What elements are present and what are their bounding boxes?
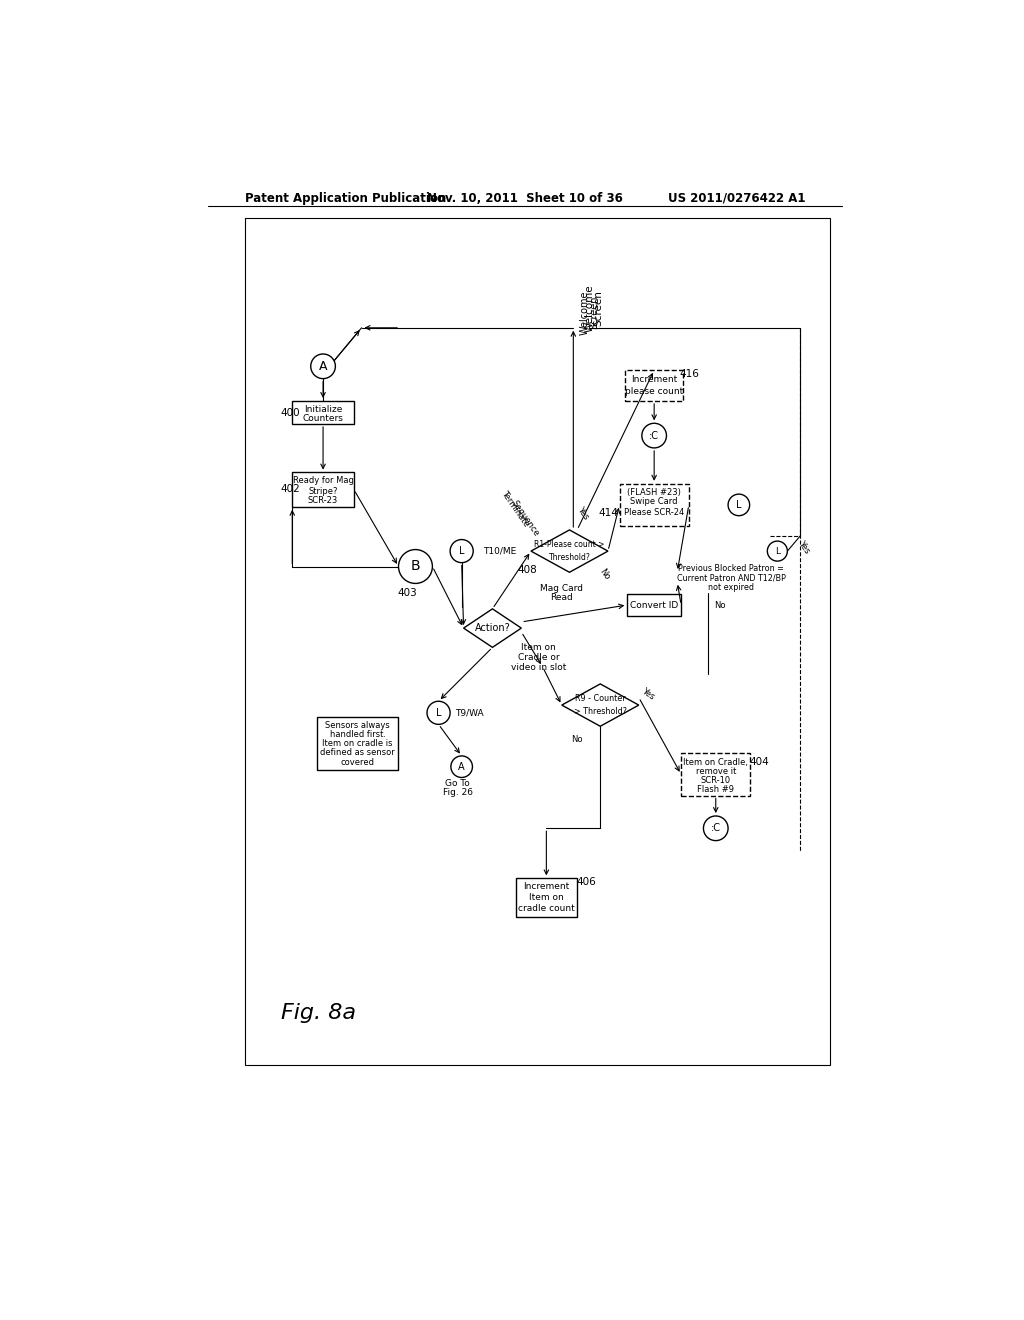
Text: A: A [318,360,328,372]
Text: Mag Card: Mag Card [541,583,584,593]
Text: Threshold?: Threshold? [549,553,591,562]
Text: Item on cradle is: Item on cradle is [323,739,393,748]
Text: Flash #9: Flash #9 [697,785,734,795]
Text: Item on Cradle,: Item on Cradle, [683,758,749,767]
Text: Welcome: Welcome [580,290,590,335]
Text: Swipe Card: Swipe Card [631,498,678,507]
Text: Previous Blocked Patron =: Previous Blocked Patron = [678,565,784,573]
Text: L: L [736,500,741,510]
Text: Increment: Increment [523,882,569,891]
Text: Increment: Increment [631,375,677,384]
Text: R9 - Counter: R9 - Counter [574,694,626,704]
Text: Sequence: Sequence [509,499,541,539]
Text: :C: :C [711,824,721,833]
Text: > Threshold?: > Threshold? [573,706,627,715]
Text: B: B [411,560,420,573]
Bar [620,483,689,527]
Polygon shape [464,609,521,647]
Text: 400: 400 [281,408,300,417]
Text: L: L [459,546,465,556]
Text: 403: 403 [398,589,418,598]
Text: Nov. 10, 2011  Sheet 10 of 36: Nov. 10, 2011 Sheet 10 of 36 [427,191,623,205]
Text: remove it: remove it [695,767,736,776]
Bar [515,878,578,917]
Text: No: No [714,601,725,610]
Text: Go To: Go To [445,779,470,788]
Text: (FLASH #23): (FLASH #23) [628,488,681,498]
Circle shape [451,756,472,777]
Circle shape [703,816,728,841]
Text: 408: 408 [517,565,537,576]
Text: please count: please count [625,387,683,396]
Text: 404: 404 [749,758,769,767]
Text: 414: 414 [598,508,617,517]
Text: 402: 402 [281,484,300,495]
Text: Initialize: Initialize [304,405,342,414]
Text: Terminate: Terminate [500,490,531,528]
Bar [292,401,354,424]
Bar [626,370,683,401]
Text: R1-Please count >: R1-Please count > [535,540,604,549]
Circle shape [728,494,750,516]
Circle shape [398,549,432,583]
Text: Patent Application Publication: Patent Application Publication [245,191,445,205]
Circle shape [767,541,787,561]
Bar [628,594,681,615]
Text: No: No [571,735,583,744]
Text: Screen: Screen [589,296,599,329]
Circle shape [427,701,451,725]
Text: No: No [597,566,611,582]
Text: Cradle or: Cradle or [518,653,559,661]
Polygon shape [562,684,639,726]
Text: video in slot: video in slot [511,663,566,672]
Text: Convert ID: Convert ID [630,601,678,610]
Text: T10/ME: T10/ME [483,546,516,556]
Text: cradle count: cradle count [518,904,574,913]
Text: Item on: Item on [521,643,556,652]
Text: Yes: Yes [640,686,656,701]
Text: Screen: Screen [594,290,604,326]
Text: US 2011/0276422 A1: US 2011/0276422 A1 [668,191,805,205]
Text: defined as sensor: defined as sensor [321,748,395,758]
Text: :C: :C [649,430,659,441]
Text: 406: 406 [577,878,596,887]
Text: SCR-23: SCR-23 [308,496,338,504]
Text: T9/WA: T9/WA [456,709,484,717]
Text: handled first.: handled first. [330,730,386,739]
Text: 416: 416 [680,370,699,379]
Text: Item on: Item on [529,894,564,902]
Text: SCR-10: SCR-10 [700,776,731,785]
Text: Welcome: Welcome [585,285,595,333]
Text: Counters: Counters [303,414,343,424]
Text: Ready for Mag: Ready for Mag [293,475,353,484]
Text: A: A [459,762,465,772]
Text: Current Patron AND T12/BP: Current Patron AND T12/BP [677,574,785,582]
Circle shape [451,540,473,562]
Circle shape [642,424,667,447]
Bar [317,718,398,770]
Text: covered: covered [341,758,375,767]
Text: Stripe?: Stripe? [308,487,338,495]
Text: Action?: Action? [474,623,510,634]
Text: Fig. 8a: Fig. 8a [281,1003,355,1023]
Text: not expired: not expired [709,583,754,591]
Bar [245,218,829,1065]
Text: Yes: Yes [575,504,591,520]
Text: Sensors always: Sensors always [326,721,390,730]
Polygon shape [531,529,608,573]
Text: Fig. 26: Fig. 26 [442,788,473,797]
Text: Read: Read [550,593,573,602]
Bar [681,754,751,796]
Circle shape [310,354,336,379]
Bar [292,473,354,507]
Text: Yes: Yes [797,539,812,556]
Text: Please SCR-24: Please SCR-24 [624,508,684,517]
Text: L: L [436,708,441,718]
Text: L: L [775,546,780,556]
